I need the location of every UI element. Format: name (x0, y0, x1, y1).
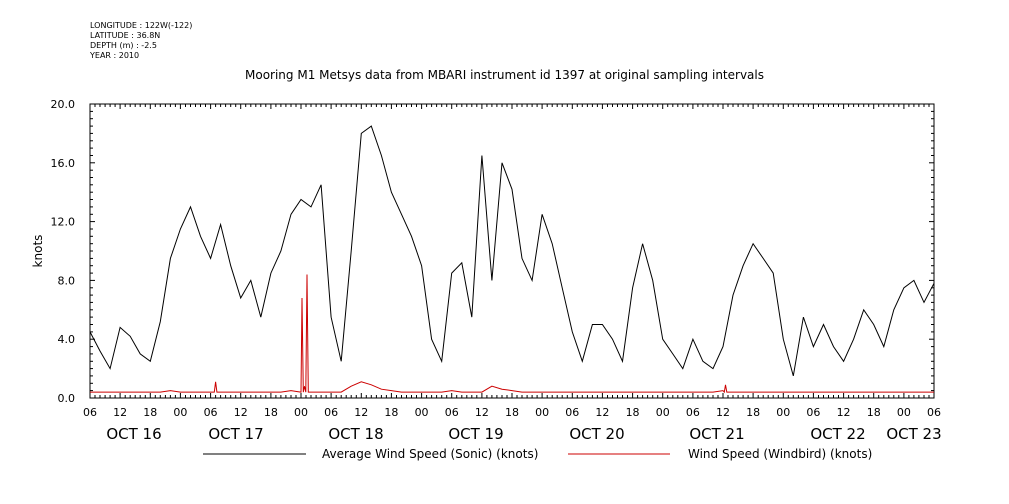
x-tick-label: 00 (173, 406, 187, 419)
longitude-label: LONGITUDE : 122W(-122) (90, 21, 193, 30)
station-metadata: LONGITUDE : 122W(-122) LATITUDE : 36.8N … (90, 21, 192, 61)
x-date-label: OCT 21 (689, 425, 744, 443)
x-tick-label: 00 (294, 406, 308, 419)
y-tick-label: 20.0 (51, 98, 76, 111)
x-tick-label: 12 (234, 406, 248, 419)
series-line-windbird (90, 274, 934, 394)
x-tick-label: 12 (716, 406, 730, 419)
x-tick-label: 06 (927, 406, 941, 419)
y-tick-label: 8.0 (58, 274, 76, 287)
x-date-label: OCT 20 (569, 425, 624, 443)
x-tick-label: 12 (113, 406, 127, 419)
x-tick-label: 06 (565, 406, 579, 419)
x-tick-label: 18 (264, 406, 278, 419)
x-tick-label: 12 (595, 406, 609, 419)
x-date-label: OCT 18 (328, 425, 383, 443)
series-line-sonic (89, 125, 935, 377)
plot-frame (89, 103, 935, 399)
legend-label-sonic: Average Wind Speed (Sonic) (knots) (322, 447, 538, 461)
y-tick-label: 4.0 (58, 333, 76, 346)
x-date-label: OCT 17 (208, 425, 263, 443)
x-tick-label: 00 (776, 406, 790, 419)
legend-label-windbird: Wind Speed (Windbird) (knots) (688, 447, 872, 461)
y-tick-label: 16.0 (51, 157, 76, 170)
x-tick-label: 18 (505, 406, 519, 419)
x-tick-label: 06 (806, 406, 820, 419)
x-tick-label: 06 (324, 406, 338, 419)
x-tick-label: 18 (143, 406, 157, 419)
x-tick-label: 06 (445, 406, 459, 419)
year-label: YEAR : 2010 (90, 51, 140, 60)
x-date-label: OCT 22 (810, 425, 865, 443)
y-axis-label: knots (31, 235, 45, 268)
x-tick-label: 12 (475, 406, 489, 419)
x-tick-label: 00 (897, 406, 911, 419)
y-tick-label: 0.0 (58, 392, 76, 405)
chart-title: Mooring M1 Metsys data from MBARI instru… (245, 68, 764, 82)
x-date-label: OCT 19 (448, 425, 503, 443)
x-tick-label: 00 (415, 406, 429, 419)
y-tick-label: 12.0 (51, 216, 76, 229)
x-date-label: OCT 23 (886, 425, 941, 443)
depth-label: DEPTH (m) : -2.5 (90, 41, 157, 50)
x-tick-label: 06 (83, 406, 97, 419)
x-tick-label: 00 (535, 406, 549, 419)
x-tick-label: 18 (626, 406, 640, 419)
x-tick-label: 12 (354, 406, 368, 419)
x-tick-label: 18 (867, 406, 881, 419)
latitude-label: LATITUDE : 36.8N (90, 31, 161, 40)
x-date-label: OCT 16 (106, 425, 161, 443)
x-tick-label: 18 (746, 406, 760, 419)
x-tick-label: 06 (204, 406, 218, 419)
x-tick-label: 12 (837, 406, 851, 419)
x-tick-label: 06 (686, 406, 700, 419)
x-tick-label: 00 (656, 406, 670, 419)
x-tick-label: 18 (384, 406, 398, 419)
